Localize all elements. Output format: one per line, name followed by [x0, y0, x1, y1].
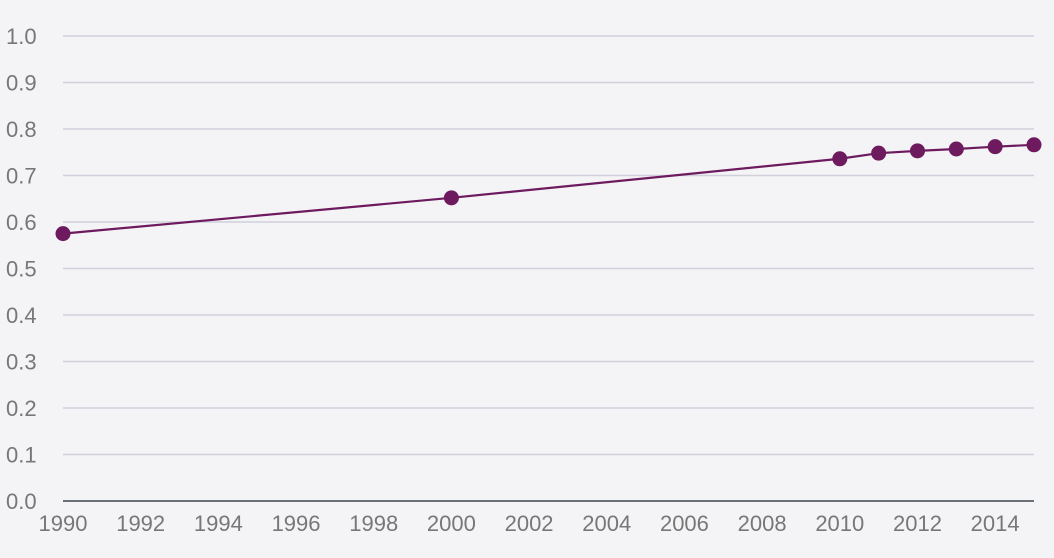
x-tick-label-1994: 1994 — [194, 511, 243, 536]
label-layer: 0.0 0.1 0.2 0.3 0.4 0.5 0.6 0.7 0.8 0.9 1.0 1990 199… — [6, 24, 1020, 536]
y-tick-label-1.0: 1.0 — [6, 24, 37, 49]
y-tick-label-0.2: 0.2 — [6, 396, 37, 421]
data-point-2012[interactable] — [909, 143, 925, 159]
x-tick-label-2010: 2010 — [815, 511, 864, 536]
x-tick-label-2006: 2006 — [660, 511, 709, 536]
data-point-1990[interactable] — [55, 226, 71, 242]
y-tick-label-0.0: 0.0 — [6, 489, 37, 514]
x-tick-label-2014: 2014 — [971, 511, 1020, 536]
y-tick-label-0.7: 0.7 — [6, 164, 37, 189]
x-tick-label-1992: 1992 — [116, 511, 165, 536]
y-tick-label-0.6: 0.6 — [6, 210, 37, 235]
grid-layer — [63, 35, 1034, 456]
series-layer — [55, 137, 1042, 242]
y-tick-label-0.4: 0.4 — [6, 303, 37, 328]
x-tick-label-1990: 1990 — [39, 511, 88, 536]
x-tick-label-2000: 2000 — [427, 511, 476, 536]
data-point-2014[interactable] — [987, 139, 1003, 155]
series-line-0 — [62, 143, 1035, 235]
x-tick-label-2008: 2008 — [738, 511, 787, 536]
data-point-2015[interactable] — [1026, 137, 1042, 153]
y-tick-label-0.8: 0.8 — [6, 117, 37, 142]
data-point-2000[interactable] — [443, 190, 459, 206]
y-tick-label-0.5: 0.5 — [6, 257, 37, 282]
x-tick-label-2004: 2004 — [582, 511, 631, 536]
y-tick-label-0.9: 0.9 — [6, 71, 37, 96]
data-point-2010[interactable] — [832, 151, 848, 167]
data-point-2013[interactable] — [948, 141, 964, 157]
x-tick-label-2002: 2002 — [505, 511, 554, 536]
x-tick-label-2012: 2012 — [893, 511, 942, 536]
x-tick-label-1996: 1996 — [272, 511, 321, 536]
data-point-2011[interactable] — [871, 145, 887, 161]
y-tick-label-0.3: 0.3 — [6, 350, 37, 375]
y-tick-label-0.1: 0.1 — [6, 443, 37, 468]
x-tick-label-1998: 1998 — [349, 511, 398, 536]
